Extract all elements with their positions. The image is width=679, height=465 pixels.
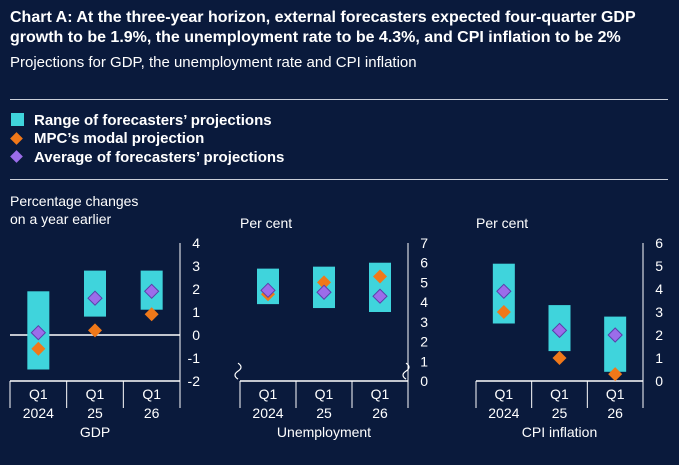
x-tick-label: Q1 xyxy=(494,386,513,402)
y-tick-label: 1 xyxy=(420,353,428,369)
average-diamond xyxy=(607,327,623,343)
unit-label: Percentage changes xyxy=(10,193,138,209)
legend: Range of forecasters’ projections MPC’s … xyxy=(10,111,284,167)
unit-label: Per cent xyxy=(240,215,292,231)
y-tick-label: 0 xyxy=(420,373,428,389)
y-tick-label: 3 xyxy=(655,304,663,320)
panel-xlabel: CPI inflation xyxy=(522,424,597,440)
x-tick-label: Q1 xyxy=(371,386,390,402)
y-tick-label: 1 xyxy=(655,350,663,366)
y-tick-label: 0 xyxy=(192,327,200,343)
legend-label: Average of forecasters’ projections xyxy=(34,148,285,166)
y-tick-label: 1 xyxy=(192,304,200,320)
x-tick-label: 25 xyxy=(316,405,332,421)
panel-xlabel: GDP xyxy=(80,424,110,440)
average-diamond xyxy=(551,322,568,339)
average-diamond xyxy=(316,284,332,300)
y-tick-label: 6 xyxy=(655,235,663,251)
mpc-diamond xyxy=(552,351,567,365)
x-tick-label: 2024 xyxy=(252,405,283,421)
x-tick-label: 25 xyxy=(87,405,103,421)
x-tick-label: Q1 xyxy=(86,386,105,402)
x-tick-label: 2024 xyxy=(23,405,54,421)
mpc-diamond xyxy=(496,305,511,319)
y-tick-label: -2 xyxy=(188,373,201,389)
y-tick-label: 5 xyxy=(655,258,663,274)
legend-label: MPC’s modal projection xyxy=(34,130,205,148)
x-tick-label: 26 xyxy=(144,405,160,421)
axis-break-mark xyxy=(402,362,410,380)
y-tick-label: 0 xyxy=(655,373,663,389)
range-bar xyxy=(604,316,627,372)
chart-title: Chart A: At the three-year horizon, exte… xyxy=(10,9,636,46)
mpc-diamond xyxy=(31,341,46,356)
x-tick-label: Q1 xyxy=(315,386,334,402)
y-tick-label: 3 xyxy=(420,314,428,330)
average-diamond xyxy=(260,282,276,299)
average-diamond xyxy=(143,283,160,300)
legend-label: Range of forecasters’ projections xyxy=(34,111,272,129)
y-tick-label: 6 xyxy=(420,255,428,271)
y-tick-label: 5 xyxy=(420,274,428,290)
x-tick-label: Q1 xyxy=(142,386,161,402)
y-tick-label: 2 xyxy=(420,334,428,350)
y-tick-label: 3 xyxy=(192,258,200,274)
legend-divider xyxy=(10,179,668,180)
average-diamond xyxy=(87,290,103,306)
y-tick-label: 2 xyxy=(192,281,200,297)
mpc-diamond xyxy=(608,367,623,382)
x-tick-label: 2024 xyxy=(488,405,519,421)
panel-xlabel: Unemployment xyxy=(277,424,371,440)
x-tick-label: Q1 xyxy=(606,386,625,402)
average-diamond xyxy=(496,283,512,300)
y-tick-label: 2 xyxy=(655,327,663,343)
mpc-diamond xyxy=(144,307,159,322)
header-divider xyxy=(10,99,668,100)
x-tick-label: Q1 xyxy=(550,386,569,402)
mpc-diamond xyxy=(88,323,102,338)
average-diamond xyxy=(372,288,388,304)
mpc-diamond xyxy=(373,269,387,284)
y-tick-label: -1 xyxy=(188,350,201,366)
unit-label: on a year earlier xyxy=(10,211,112,227)
axis-break-mark xyxy=(234,362,242,380)
mpc-diamond xyxy=(317,275,331,290)
x-tick-label: 26 xyxy=(372,405,388,421)
y-tick-label: 4 xyxy=(420,294,428,310)
x-tick-label: Q1 xyxy=(29,386,48,402)
y-tick-label: 7 xyxy=(420,235,428,251)
legend-range-swatch xyxy=(11,113,24,127)
y-tick-label: 4 xyxy=(655,281,663,297)
unit-label: Per cent xyxy=(476,215,528,231)
legend-item-mpc: MPC’s modal projection xyxy=(10,130,284,149)
chart-subtitle: Projections for GDP, the unemployment ra… xyxy=(10,54,417,71)
legend-item-average: Average of forecasters’ projections xyxy=(10,148,284,167)
y-tick-label: 4 xyxy=(192,235,200,251)
x-tick-label: Q1 xyxy=(259,386,278,402)
average-diamond xyxy=(30,324,47,341)
x-tick-label: 25 xyxy=(552,405,568,421)
legend-item-range: Range of forecasters’ projections xyxy=(10,111,284,130)
x-tick-label: 26 xyxy=(607,405,623,421)
